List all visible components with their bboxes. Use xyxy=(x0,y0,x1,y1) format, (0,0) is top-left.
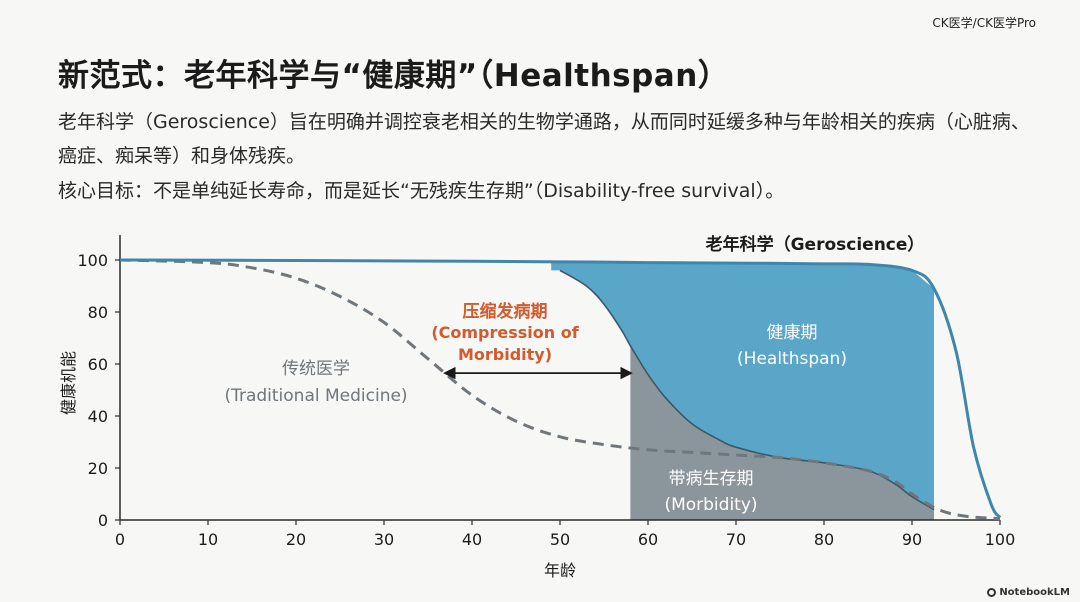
notebooklm-brand: NotebookLM xyxy=(987,587,1070,598)
healthspan-area xyxy=(551,261,934,510)
x-tick-label: 40 xyxy=(462,530,482,549)
core-goal-paragraph: 核心目标：不是单纯延长寿命，而是延长“无残疾生存期”（Disability-fr… xyxy=(58,180,785,202)
intro-paragraph: 老年科学（Geroscience）旨在明确并调控衰老相关的生物学通路，从而同时延… xyxy=(58,111,1030,167)
morbidity-area xyxy=(630,345,934,520)
morbidity-label-cn: 带病生存期 xyxy=(669,469,754,489)
compression-label-en-2: Morbidity) xyxy=(458,345,552,364)
notebooklm-logo-icon xyxy=(987,588,997,597)
x-tick-label: 30 xyxy=(374,530,394,549)
traditional-label-en: (Traditional Medicine) xyxy=(224,386,407,406)
watermark-text: CK医学/CK医学Pro xyxy=(932,16,1036,30)
morbidity-label-en: (Morbidity) xyxy=(664,495,757,515)
x-tick-label: 0 xyxy=(115,530,125,549)
y-tick-label: 80 xyxy=(88,303,108,322)
x-tick-label: 60 xyxy=(638,530,658,549)
x-tick-label: 90 xyxy=(902,530,922,549)
compression-label-cn: 压缩发病期 xyxy=(463,301,548,322)
x-tick-label: 100 xyxy=(985,530,1016,549)
healthspan-label-cn: 健康期 xyxy=(767,323,818,343)
brand-name: NotebookLM xyxy=(999,587,1070,598)
x-tick-label: 70 xyxy=(726,530,746,549)
compression-label-en-1: (Compression of xyxy=(431,323,579,342)
page-title: 新范式：老年科学与“健康期”（Healthspan） xyxy=(58,58,730,94)
traditional-label-cn: 传统医学 xyxy=(282,359,350,379)
x-tick-label: 80 xyxy=(814,530,834,549)
geroscience-label: 老年科学（Geroscience） xyxy=(705,234,925,255)
y-tick-label: 60 xyxy=(88,355,108,374)
x-tick-label: 10 xyxy=(198,530,218,549)
x-tick-label: 20 xyxy=(286,530,306,549)
x-axis-label: 年龄 xyxy=(544,561,576,580)
y-tick-label: 100 xyxy=(77,251,108,270)
y-tick-label: 20 xyxy=(88,459,108,478)
y-tick-label: 0 xyxy=(98,511,108,530)
healthspan-label-en: (Healthspan) xyxy=(737,349,847,369)
y-tick-label: 40 xyxy=(88,407,108,426)
healthspan-chart: 0 10 20 30 40 50 60 70 80 90 100 0 20 40 60 80 100 老年科学（… xyxy=(59,234,1016,580)
geroscience-line xyxy=(119,258,1002,519)
traditional-medicine-line xyxy=(119,258,1001,521)
x-tick-label: 50 xyxy=(550,530,570,549)
y-axis-label: 健康机能 xyxy=(59,351,78,415)
